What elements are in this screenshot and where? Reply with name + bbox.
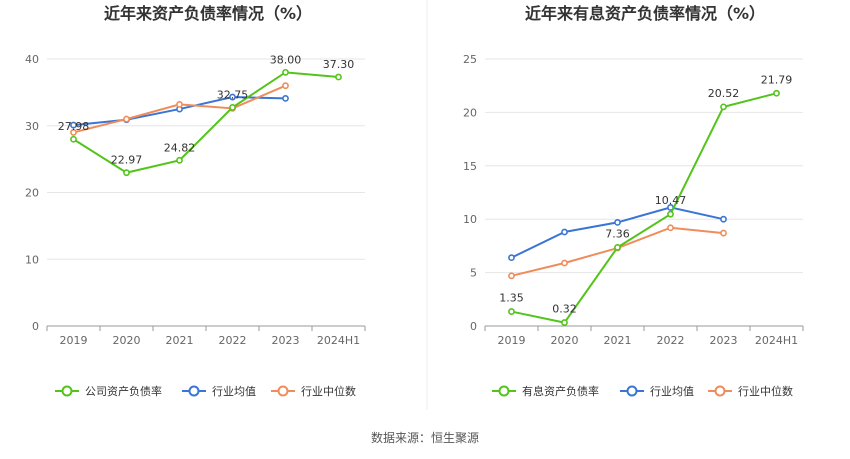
chart2-legend-marker	[714, 385, 726, 397]
chart1-legend-label: 公司资产负债率	[85, 384, 162, 398]
chart1-data-label: 37.30	[323, 58, 355, 71]
chart2-legend-label: 有息资产负债率	[522, 384, 599, 398]
chart2-x-tick-label: 2022	[657, 334, 685, 347]
chart1-x-tick-label: 2023	[272, 334, 300, 347]
chart2-legend-marker	[498, 385, 510, 397]
chart2-data-point	[561, 259, 568, 267]
chart2-y-tick-label: 5	[470, 267, 477, 280]
chart2-data-point	[720, 229, 727, 237]
chart1-x-tick-label: 2024H1	[317, 334, 360, 347]
chart2-data-label: 7.36	[605, 227, 630, 240]
chart2-x-tick-label: 2023	[710, 334, 738, 347]
chart1-legend-marker	[61, 385, 73, 397]
chart1-data-label: 38.00	[270, 53, 302, 66]
chart1-x-tick-label: 2022	[219, 334, 247, 347]
chart1-data-point	[229, 103, 236, 111]
chart1-data-label: 24.82	[164, 141, 196, 154]
chart2-data-point	[720, 103, 727, 111]
chart1-y-tick-label: 0	[32, 320, 39, 333]
chart2-legend-label: 行业中位数	[738, 384, 793, 398]
chart1-data-point	[70, 121, 77, 129]
chart2-data-point	[561, 319, 568, 326]
chart1-x-tick-label: 2019	[60, 334, 88, 347]
chart2-data-point	[614, 243, 621, 251]
chart2-data-point	[508, 254, 515, 262]
chart2-data-label: 20.52	[708, 87, 740, 100]
chart2-y-tick-label: 25	[463, 53, 477, 66]
chart1-x-tick-label: 2020	[113, 334, 141, 347]
chart1-data-point	[70, 129, 77, 136]
source-note: 数据来源：恒生聚源	[371, 430, 479, 445]
chart1-legend-marker	[277, 385, 289, 397]
chart2-x-tick-label: 2024H1	[755, 334, 798, 347]
chart2-title: 近年来有息资产负债率情况（%）	[525, 4, 765, 23]
chart1-legend-label: 行业均值	[212, 385, 256, 398]
chart1-data-point	[70, 135, 77, 143]
chart2-data-point	[561, 228, 568, 236]
chart2-data-label: 21.79	[761, 73, 793, 86]
chart1-legend-label: 行业中位数	[301, 384, 356, 398]
chart2-x-tick-label: 2020	[551, 334, 579, 347]
chart2-y-tick-label: 20	[463, 106, 477, 119]
chart2-data-point	[667, 210, 674, 218]
chart2-data-point	[508, 272, 515, 280]
chart1-data-point	[282, 94, 289, 102]
chart1-legend-marker	[188, 385, 200, 397]
chart1-y-tick-label: 30	[25, 120, 39, 133]
chart1-data-label: 27.98	[58, 120, 90, 133]
chart1-data-point	[282, 68, 289, 76]
chart2-data-label: 0.32	[552, 303, 577, 316]
chart1-data-point	[335, 73, 342, 81]
chart2-data-point	[667, 224, 674, 232]
chart1-y-tick-label: 20	[25, 187, 39, 200]
chart2-data-point	[773, 89, 780, 97]
chart1-y-tick-label: 10	[25, 253, 39, 266]
chart2-series-line	[511, 92, 777, 324]
chart2-x-tick-label: 2019	[498, 334, 526, 347]
chart1-data-point	[176, 100, 183, 108]
chart1-y-tick-label: 40	[25, 53, 39, 66]
chart1-title: 近年来资产负债率情况（%）	[104, 4, 312, 23]
chart2-y-tick-label: 0	[470, 320, 477, 333]
chart2-data-point	[720, 215, 727, 223]
chart1-data-point	[282, 82, 289, 90]
chart1-data-label: 32.75	[217, 88, 249, 101]
chart1-series-line	[72, 71, 339, 174]
chart2-y-tick-label: 10	[463, 213, 477, 226]
chart2-legend-label: 行业均值	[650, 385, 694, 398]
chart2-y-tick-label: 15	[463, 160, 477, 173]
chart2-data-label: 1.35	[499, 292, 524, 305]
chart1-x-tick-label: 2021	[166, 334, 194, 347]
chart1-data-point	[123, 115, 130, 123]
chart2-data-label: 10.47	[655, 194, 687, 207]
chart2-x-tick-label: 2021	[604, 334, 632, 347]
chart1-data-label: 22.97	[111, 154, 143, 167]
chart2-data-point	[614, 219, 621, 226]
chart2-data-point	[508, 308, 515, 315]
chart1-data-point	[176, 156, 183, 164]
chart1-data-point	[123, 169, 130, 177]
chart1-data-point	[229, 93, 236, 101]
chart2-legend-marker	[626, 385, 638, 397]
